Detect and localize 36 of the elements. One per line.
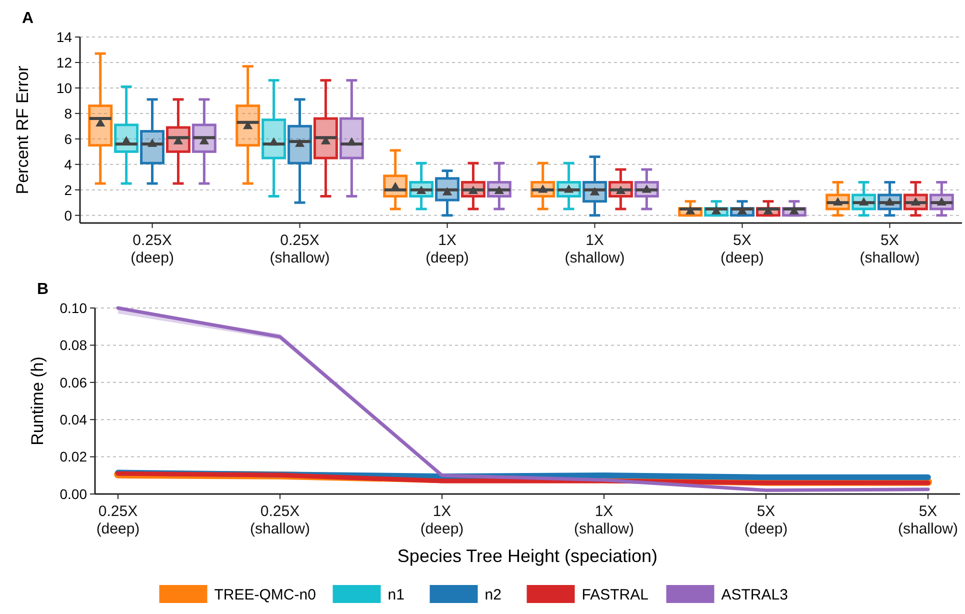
y-tick-label: 0.00 [60, 486, 88, 502]
x-tick-label: 5X (shallow) [860, 232, 920, 266]
chart-title: B [37, 281, 49, 298]
y-tick-label: 0.10 [60, 300, 88, 316]
y-tick-label: 0.02 [60, 448, 88, 465]
x-axis-title: Species Tree Height (speciation) [397, 546, 658, 566]
y-tick-label: 4 [64, 156, 72, 172]
x-tick-label: 0.25X (shallow) [250, 503, 310, 538]
legend-label: TREE-QMC-n0 [214, 586, 316, 604]
y-tick-label: 6 [64, 130, 72, 147]
x-tick-label: 0.25X (deep) [96, 503, 140, 538]
x-tick-label: 1X (shallow) [564, 232, 625, 266]
y-tick-label: 12 [56, 54, 72, 70]
x-tick-label: 5X (deep) [720, 232, 764, 266]
y-axis-title: Runtime (h) [28, 356, 47, 446]
y-tick-label: 14 [56, 28, 72, 45]
y-tick-label: 10 [56, 80, 72, 96]
legend-label: FASTRAL [582, 586, 648, 604]
x-tick-label: 5X (shallow) [898, 503, 958, 538]
y-tick-label: 2 [64, 182, 72, 198]
x-tick-label: 0.25X (deep) [130, 232, 174, 266]
legend-label: ASTRAL3 [721, 586, 788, 604]
x-tick-label: 1X (deep) [420, 503, 464, 538]
y-tick-label: 8 [64, 105, 72, 122]
y-tick-label: 0.08 [60, 337, 88, 354]
chart-title: A [22, 10, 34, 27]
legend-label: n1 [388, 586, 404, 604]
x-tick-label: 1X (deep) [426, 232, 469, 266]
y-tick-label: 0.06 [60, 374, 88, 390]
x-tick-label: 5X (deep) [744, 503, 788, 538]
legend-label: n2 [484, 586, 502, 604]
y-axis-title: Percent RF Error [13, 65, 32, 194]
x-tick-label: 0.25X (shallow) [270, 232, 330, 266]
y-tick-label: 0 [64, 207, 72, 224]
y-tick-label: 0.04 [60, 412, 88, 428]
x-tick-label: 1X (shallow) [574, 503, 634, 538]
